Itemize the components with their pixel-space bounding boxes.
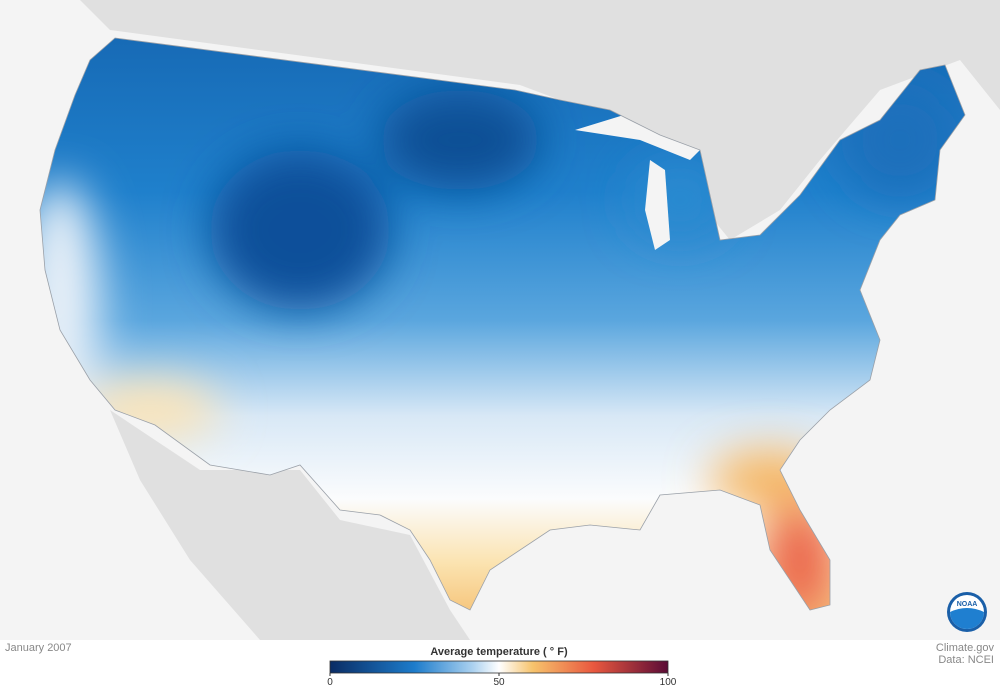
date: January 2007 (5, 642, 72, 654)
canada (60, 0, 1000, 240)
tick-label: 100 (660, 677, 677, 688)
tick-label: 0 (327, 677, 333, 688)
mexico (110, 410, 470, 640)
credit: Climate.gov (936, 642, 995, 654)
legend-ticks: 0 50 100 (327, 673, 677, 688)
color-scale (329, 660, 669, 674)
legend-title: Average temperature ( ° F) (430, 646, 568, 658)
tick-label: 50 (493, 677, 505, 688)
source: Data: NCEI (938, 654, 994, 666)
noaa-logo: NOAA (947, 592, 987, 632)
logo-text: NOAA (957, 601, 978, 608)
